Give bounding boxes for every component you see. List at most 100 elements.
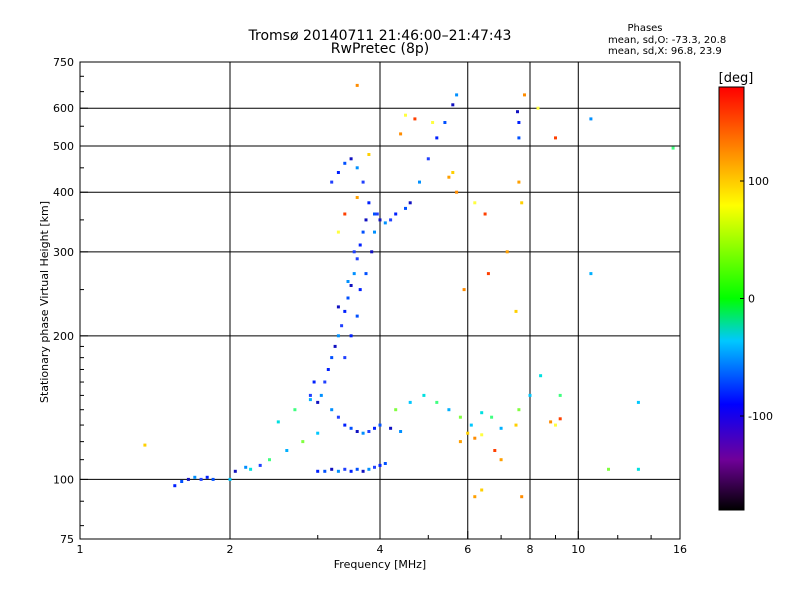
data-point [336, 171, 340, 174]
data-point [205, 475, 209, 479]
data-point [373, 212, 376, 216]
y-tick-label: 750 [53, 56, 74, 69]
data-point [389, 218, 393, 222]
data-point [349, 284, 353, 287]
data-point [143, 443, 147, 447]
data-point [355, 467, 359, 471]
x-tick-label: 8 [527, 543, 534, 556]
data-point [352, 250, 356, 254]
data-point [336, 305, 340, 309]
x-tick-label: 1 [77, 543, 84, 556]
colorbar-ticks: 100 0 -100 [740, 175, 773, 423]
x-tick-label: 2 [227, 543, 234, 556]
y-tick-label: 300 [53, 246, 74, 259]
data-point [367, 430, 371, 433]
data-point [352, 272, 356, 276]
data-point [520, 201, 524, 205]
y-tick-label: 200 [53, 330, 74, 343]
data-point [517, 136, 521, 140]
colorbar-tick-label: -100 [748, 410, 773, 423]
data-point [336, 230, 340, 234]
data-point [517, 121, 521, 124]
colorbar-tick-label: 0 [748, 293, 755, 306]
data-point [343, 356, 347, 360]
data-point [426, 157, 430, 161]
data-point [343, 467, 347, 471]
data-point [330, 356, 334, 360]
data-point [523, 93, 526, 97]
data-point [340, 324, 344, 328]
data-point [499, 426, 503, 430]
data-point [367, 201, 371, 205]
data-point [268, 458, 271, 462]
data-point [499, 458, 503, 462]
colorbar-label: [deg] [719, 71, 754, 86]
data-point [199, 477, 203, 481]
data-point [517, 180, 521, 184]
data-point [364, 218, 368, 222]
data-point [505, 250, 509, 254]
data-point [361, 431, 365, 435]
data-point [308, 393, 312, 397]
data-point [589, 117, 593, 121]
axis-ticks: 1 2 4 6 8 10 16 75 100 200 300 400 500 600 750 [53, 56, 687, 556]
data-point [258, 463, 262, 467]
data-point [336, 469, 340, 473]
data-point [319, 393, 323, 397]
data-point [233, 469, 237, 473]
data-point [447, 408, 451, 412]
data-point [636, 467, 640, 471]
data-point [539, 374, 543, 378]
data-point [473, 436, 477, 440]
y-axis-label: Stationary phase Virtual Height [km] [38, 201, 51, 403]
data-point [408, 400, 412, 404]
data-point [558, 393, 562, 397]
data-point [343, 309, 347, 313]
y-tick-label: 400 [53, 186, 74, 199]
x-tick-label: 16 [673, 543, 687, 556]
data-point [276, 420, 280, 424]
data-point [418, 180, 421, 184]
data-point [343, 423, 347, 427]
data-points [143, 83, 675, 499]
data-point [404, 206, 407, 210]
data-point [361, 180, 365, 184]
data-point [355, 166, 359, 170]
data-point [343, 161, 347, 165]
data-point [346, 280, 350, 283]
data-point [394, 408, 398, 412]
data-point [330, 180, 334, 184]
data-point [514, 423, 518, 427]
data-point [193, 475, 197, 479]
data-point [483, 212, 487, 216]
data-point [346, 296, 350, 300]
data-point [373, 465, 376, 469]
data-point [480, 433, 484, 437]
data-point [367, 153, 371, 156]
data-point [455, 190, 459, 194]
data-point [469, 423, 473, 427]
y-tick-label: 75 [60, 533, 74, 546]
x-tick-label: 4 [377, 543, 384, 556]
data-point [330, 467, 334, 471]
data-point [636, 400, 640, 404]
data-point [451, 103, 455, 107]
data-point [514, 309, 518, 313]
data-point [186, 477, 190, 481]
phase-info-x: mean, sd,X: 96.8, 23.9 [608, 46, 722, 57]
data-point [399, 132, 403, 136]
data-point [180, 480, 184, 483]
data-point [244, 465, 248, 469]
data-point [520, 495, 524, 499]
data-point [383, 221, 387, 225]
data-point [355, 257, 359, 261]
y-tick-label: 600 [53, 102, 74, 115]
data-point [173, 484, 177, 488]
data-point [383, 462, 387, 465]
data-point [480, 488, 484, 492]
phase-info-header: Phases [627, 23, 662, 34]
data-point [589, 272, 593, 276]
data-point [355, 314, 359, 318]
data-point [458, 440, 462, 444]
